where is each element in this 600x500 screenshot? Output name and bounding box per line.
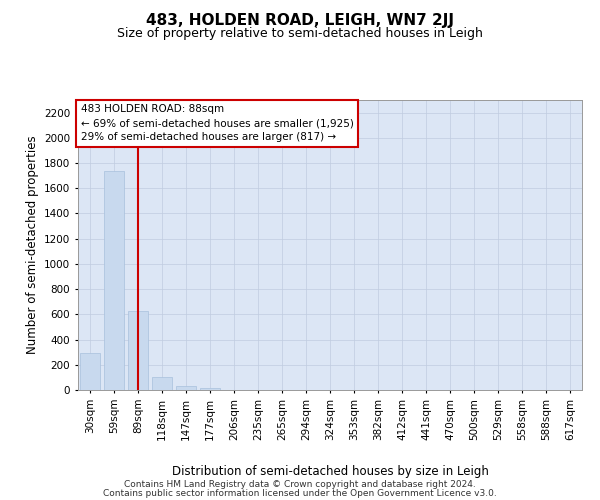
- Text: 483, HOLDEN ROAD, LEIGH, WN7 2JJ: 483, HOLDEN ROAD, LEIGH, WN7 2JJ: [146, 12, 454, 28]
- Bar: [128, 310, 148, 390]
- Text: Distribution of semi-detached houses by size in Leigh: Distribution of semi-detached houses by …: [172, 464, 488, 477]
- Text: Size of property relative to semi-detached houses in Leigh: Size of property relative to semi-detach…: [117, 28, 483, 40]
- Text: Contains public sector information licensed under the Open Government Licence v3: Contains public sector information licen…: [103, 488, 497, 498]
- Bar: [80, 354, 100, 390]
- Text: 483 HOLDEN ROAD: 88sqm
← 69% of semi-detached houses are smaller (1,925)
29% of : 483 HOLDEN ROAD: 88sqm ← 69% of semi-det…: [80, 104, 353, 142]
- Y-axis label: Number of semi-detached properties: Number of semi-detached properties: [26, 136, 38, 354]
- Bar: [152, 377, 172, 390]
- Text: Contains HM Land Registry data © Crown copyright and database right 2024.: Contains HM Land Registry data © Crown c…: [124, 480, 476, 489]
- Bar: [176, 386, 196, 390]
- Bar: [200, 388, 220, 390]
- Bar: [104, 170, 124, 390]
